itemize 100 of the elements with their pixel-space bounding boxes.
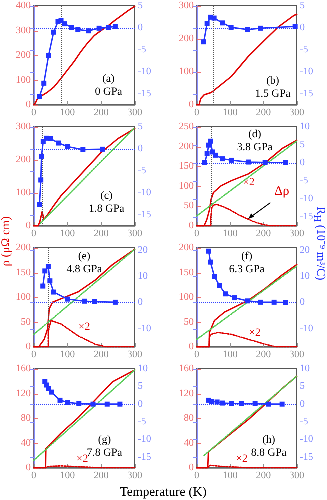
point bbox=[202, 160, 208, 166]
y-tick-label: 300 bbox=[16, 122, 31, 132]
y2-tick-label: 20 bbox=[138, 245, 148, 256]
annotation: (d) bbox=[248, 128, 262, 140]
point bbox=[284, 300, 288, 306]
point bbox=[82, 298, 87, 304]
y-tick-label: 400 bbox=[16, 0, 31, 12]
point bbox=[220, 156, 226, 162]
x-tick-label: 100 bbox=[60, 108, 76, 118]
y2-tick-label: 5 bbox=[138, 381, 143, 392]
x-tick-label: 300 bbox=[128, 470, 142, 482]
point bbox=[40, 284, 46, 289]
y2-tick-label: -10 bbox=[138, 188, 152, 198]
y-tick-label: 0 bbox=[26, 462, 31, 474]
y-tick-label: 300 bbox=[179, 0, 194, 12]
point bbox=[204, 21, 210, 26]
y-tick-label: 200 bbox=[16, 50, 31, 61]
y-tick-label: 0 bbox=[26, 342, 31, 352]
y2-tick-label: 0 bbox=[300, 158, 305, 168]
annotation: ×2 bbox=[243, 176, 255, 188]
annotation: (e) bbox=[78, 250, 91, 262]
y2-tick-label: 0 bbox=[138, 144, 143, 154]
point bbox=[90, 402, 96, 407]
annotation: (h) bbox=[262, 434, 276, 446]
point bbox=[49, 390, 54, 395]
annotation: 8.8 GPa bbox=[251, 446, 287, 459]
y2-tick-label: 0 bbox=[138, 398, 143, 410]
y2-tick-label: -5 bbox=[300, 44, 308, 56]
point bbox=[220, 20, 226, 26]
y2-tick-label: 10 bbox=[138, 271, 148, 282]
point bbox=[37, 202, 42, 208]
y-axis-title: ρ (μΩ cm) bbox=[0, 216, 14, 268]
x-tick-label: 100 bbox=[60, 228, 76, 240]
y2-tick-label: 0 bbox=[300, 22, 305, 34]
point bbox=[118, 402, 123, 407]
point bbox=[213, 152, 218, 158]
y2-tick-label: -15 bbox=[138, 210, 152, 220]
y-tick-label: 200 bbox=[16, 154, 31, 166]
y-tick-label: 50 bbox=[184, 316, 194, 328]
y2-tick-label: 0 bbox=[138, 22, 143, 34]
point bbox=[48, 278, 53, 284]
y-tick-label: 0 bbox=[26, 100, 31, 110]
y-tick-label: 100 bbox=[179, 180, 194, 192]
y2-tick-label: 10 bbox=[300, 122, 310, 132]
point bbox=[76, 27, 81, 32]
y2-tick-label: -15 bbox=[300, 452, 314, 463]
x-tick-label: 100 bbox=[222, 350, 238, 360]
x-tick-label: 100 bbox=[60, 470, 76, 482]
line-series bbox=[33, 6, 136, 106]
annotation: ×2 bbox=[236, 453, 248, 466]
x-tick-label: 300 bbox=[290, 470, 304, 482]
point bbox=[292, 24, 298, 30]
y2-tick-label: 0 bbox=[300, 297, 305, 308]
y2-tick-label: 10 bbox=[138, 364, 148, 374]
y2-tick-label: -15 bbox=[300, 212, 314, 222]
y-tick-label: 0 bbox=[189, 342, 194, 352]
x-tick-label: 100 bbox=[222, 228, 238, 240]
point bbox=[262, 160, 268, 166]
y2-tick-label: -10 bbox=[138, 434, 152, 446]
point bbox=[229, 158, 234, 163]
y2-tick-label: 5 bbox=[300, 381, 305, 392]
point bbox=[228, 25, 234, 30]
point bbox=[202, 40, 206, 45]
x-tick-label: 200 bbox=[94, 228, 109, 240]
y2-tick-label: 5 bbox=[138, 122, 143, 132]
point bbox=[58, 398, 63, 403]
y2-tick-label: -10 bbox=[300, 434, 314, 446]
x-tick-label: 200 bbox=[94, 350, 109, 360]
annotation: (c) bbox=[100, 190, 114, 202]
y2-tick-label: -10 bbox=[138, 323, 152, 334]
x-tick-label: 200 bbox=[94, 108, 109, 118]
y2-tick-label: -10 bbox=[300, 323, 314, 334]
point bbox=[100, 146, 106, 152]
point bbox=[80, 147, 86, 152]
point bbox=[106, 25, 112, 30]
point bbox=[208, 138, 214, 144]
annotation: ×2 bbox=[76, 453, 88, 466]
point bbox=[51, 30, 56, 35]
y2-tick-label: -5 bbox=[138, 44, 146, 56]
point bbox=[96, 26, 102, 31]
point bbox=[284, 160, 288, 166]
point bbox=[69, 25, 74, 30]
point bbox=[232, 296, 238, 301]
y2-tick-label: -15 bbox=[300, 88, 314, 100]
line-series bbox=[196, 14, 298, 106]
y-tick-label: 200 bbox=[179, 141, 194, 152]
x-tick-label: 200 bbox=[256, 350, 272, 360]
y-tick-label: 160 bbox=[16, 364, 31, 374]
point bbox=[62, 22, 68, 27]
x-tick-label: 200 bbox=[256, 228, 272, 240]
point bbox=[208, 260, 214, 265]
y2-tick-label: 0 bbox=[300, 398, 305, 410]
point bbox=[204, 152, 210, 156]
x-tick-label: 100 bbox=[60, 350, 76, 360]
y2-tick-label: -5 bbox=[300, 416, 308, 428]
annotation: (f) bbox=[242, 250, 253, 262]
point bbox=[65, 400, 70, 406]
y-tick-label: 120 bbox=[16, 388, 31, 400]
point bbox=[38, 178, 44, 183]
y-tick-label: 150 bbox=[16, 267, 31, 278]
